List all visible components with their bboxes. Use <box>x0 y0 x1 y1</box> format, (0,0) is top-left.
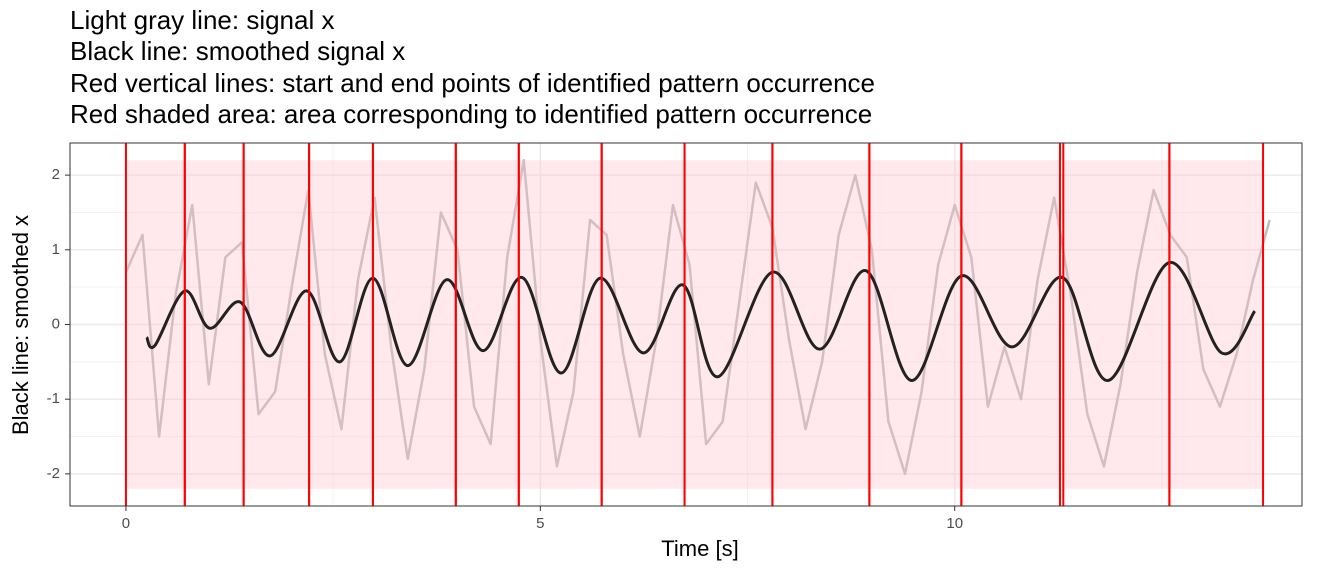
pattern-shade <box>184 160 244 489</box>
pattern-shade <box>961 160 1060 489</box>
title-line: Red vertical lines: start and end points… <box>70 68 875 98</box>
title-line: Light gray line: signal x <box>70 5 334 35</box>
series-line <box>145 261 1257 383</box>
pattern-shade <box>772 160 870 489</box>
pattern-shade <box>309 160 373 489</box>
pattern-shade <box>243 160 310 489</box>
panel-border <box>69 142 1303 507</box>
pattern-shade <box>684 160 773 489</box>
title-line: Black line: smoothed signal x <box>70 36 405 66</box>
y-tick-label: -1 <box>47 390 60 407</box>
x-tick-label: 0 <box>122 515 130 532</box>
x-axis-label: Time [s] <box>661 536 738 561</box>
y-axis-label: Black line: smoothed x <box>8 215 33 435</box>
y-tick-label: 0 <box>52 315 60 332</box>
series-line <box>124 158 1271 476</box>
pattern-shade <box>372 160 456 489</box>
pattern-shade <box>125 160 185 489</box>
y-tick-label: 1 <box>52 241 60 258</box>
pattern-shade <box>601 160 685 489</box>
pattern-shade <box>518 160 602 489</box>
y-tick-label: -2 <box>47 465 60 482</box>
title-line: Red shaded area: area corresponding to i… <box>70 99 872 129</box>
x-tick-label: 10 <box>946 515 963 532</box>
x-tick-label: 5 <box>536 515 544 532</box>
pattern-shade <box>869 160 962 489</box>
pattern-shade <box>455 160 519 489</box>
y-tick-label: 2 <box>52 166 60 183</box>
pattern-shade <box>1063 160 1170 489</box>
